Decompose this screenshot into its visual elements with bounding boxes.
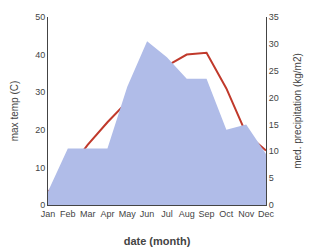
svg-text:date (month): date (month) xyxy=(124,235,191,247)
svg-text:30: 30 xyxy=(269,39,279,49)
svg-text:15: 15 xyxy=(269,120,279,130)
svg-text:40: 40 xyxy=(35,50,45,60)
svg-text:Mar: Mar xyxy=(80,209,96,219)
svg-text:Nov: Nov xyxy=(238,209,255,219)
svg-text:Jul: Jul xyxy=(161,209,173,219)
svg-text:35: 35 xyxy=(269,12,279,22)
svg-text:Jun: Jun xyxy=(140,209,155,219)
svg-text:May: May xyxy=(119,209,137,219)
svg-text:Jan: Jan xyxy=(41,209,56,219)
svg-text:50: 50 xyxy=(35,12,45,22)
svg-text:25: 25 xyxy=(269,66,279,76)
svg-text:0: 0 xyxy=(40,200,45,210)
svg-text:30: 30 xyxy=(35,87,45,97)
svg-text:Dec: Dec xyxy=(258,209,275,219)
svg-text:10: 10 xyxy=(269,146,279,156)
svg-text:0: 0 xyxy=(269,200,274,210)
svg-text:Oct: Oct xyxy=(219,209,234,219)
svg-text:med. precipitation (kg/m2): med. precipitation (kg/m2) xyxy=(292,53,303,169)
svg-text:Apr: Apr xyxy=(100,209,114,219)
svg-text:20: 20 xyxy=(35,125,45,135)
svg-text:10: 10 xyxy=(35,163,45,173)
svg-text:20: 20 xyxy=(269,93,279,103)
svg-text:Aug: Aug xyxy=(179,209,195,219)
svg-text:Sep: Sep xyxy=(199,209,215,219)
svg-text:5: 5 xyxy=(269,173,274,183)
svg-text:max temp (C): max temp (C) xyxy=(9,81,20,142)
svg-text:Feb: Feb xyxy=(60,209,76,219)
